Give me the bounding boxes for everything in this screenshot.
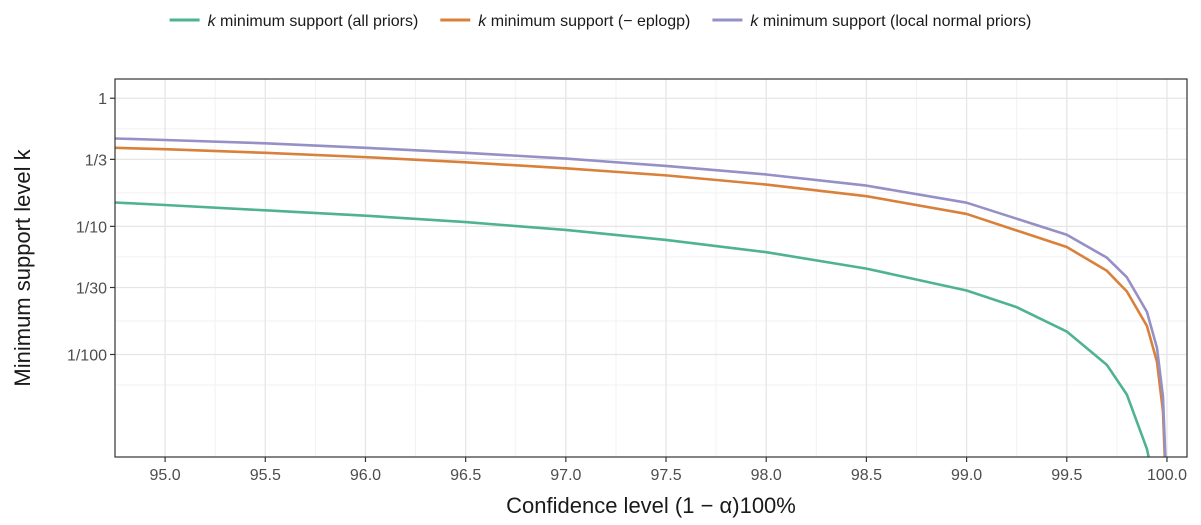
x-tick-label: 95.0 — [150, 467, 181, 484]
legend-item-3: k minimum support (local normal priors) — [712, 13, 1031, 30]
plot-background — [115, 79, 1187, 457]
x-tick-label: 100.0 — [1147, 467, 1187, 484]
series-layer — [115, 137, 1167, 457]
x-tick-label: 96.5 — [450, 467, 481, 484]
x-tick-label: 95.5 — [250, 467, 281, 484]
x-tick-label: 96.0 — [350, 467, 381, 484]
x-tick-label: 97.0 — [550, 467, 581, 484]
legend-label: k minimum support (− eplogp) — [478, 13, 690, 30]
legend-label: k minimum support (local normal priors) — [750, 13, 1031, 30]
x-tick-label: 98.0 — [751, 467, 782, 484]
y-tick-label: 1/30 — [76, 280, 107, 297]
y-tick-label: 1/3 — [85, 152, 107, 169]
series-line-1 — [115, 201, 1150, 457]
y-tick-label: 1/10 — [76, 219, 107, 236]
y-tick-label: 1 — [98, 91, 107, 108]
x-axis: 95.0 95.5 96.0 96.5 97.0 97.5 98.0 98.5 99.0 99.5… — [150, 457, 1187, 484]
plot-panel-border — [114, 78, 1188, 458]
x-axis-title: Confidence level (1 − α)100% — [506, 493, 796, 518]
legend-item-1: k minimum support (all priors) — [169, 13, 419, 30]
x-tick-label: 97.5 — [650, 467, 681, 484]
x-tick-label: 99.0 — [951, 467, 982, 484]
x-tick-label: 99.5 — [1051, 467, 1082, 484]
grid — [115, 79, 1187, 457]
series-line-3 — [115, 137, 1167, 457]
series-line-2 — [115, 146, 1167, 457]
x-tick-label: 98.5 — [851, 467, 882, 484]
y-tick-label: 1/100 — [67, 347, 107, 364]
legend-label: k minimum support (all priors) — [208, 13, 419, 30]
y-axis: 1 1/3 1/10 1/30 1/100 — [67, 91, 115, 364]
legend: k minimum support (all priors) k minimum … — [169, 13, 1031, 30]
legend-item-2: k minimum support (− eplogp) — [440, 13, 690, 30]
y-axis-title: Minimum support level k — [10, 148, 35, 386]
